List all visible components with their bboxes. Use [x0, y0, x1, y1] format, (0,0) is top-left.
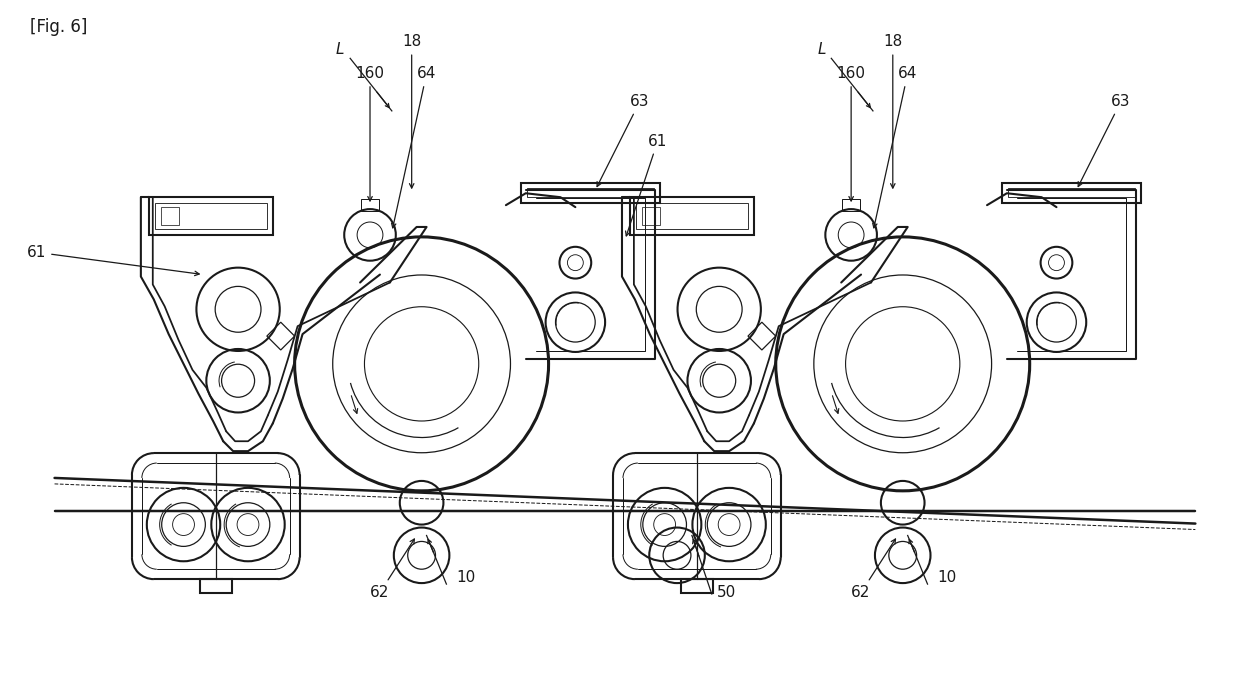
- Text: 61: 61: [27, 245, 200, 276]
- Text: 160: 160: [356, 66, 384, 201]
- Text: 61: 61: [625, 134, 667, 236]
- Text: 50: 50: [717, 585, 737, 600]
- Text: 10: 10: [937, 570, 957, 585]
- Text: 63: 63: [1079, 94, 1131, 187]
- Text: 18: 18: [402, 35, 422, 188]
- Text: L: L: [336, 42, 345, 58]
- Text: 160: 160: [837, 66, 866, 201]
- Text: 62: 62: [852, 539, 895, 600]
- Text: 18: 18: [883, 35, 903, 188]
- Text: 64: 64: [873, 66, 918, 228]
- Text: [Fig. 6]: [Fig. 6]: [30, 17, 87, 35]
- Text: 10: 10: [456, 570, 476, 585]
- Text: 62: 62: [371, 539, 414, 600]
- Text: L: L: [817, 42, 826, 58]
- Text: 64: 64: [392, 66, 436, 228]
- Text: 63: 63: [598, 94, 650, 187]
